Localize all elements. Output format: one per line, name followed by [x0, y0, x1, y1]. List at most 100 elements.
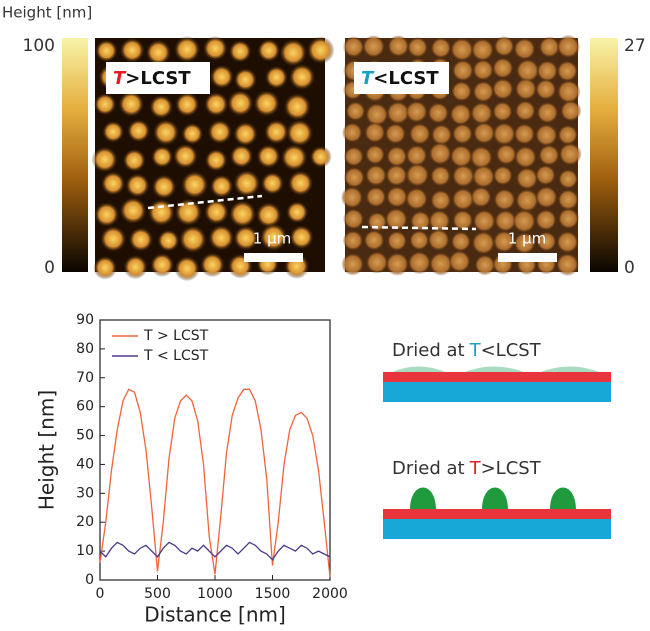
afm-dot [342, 36, 365, 58]
y-axis-label: Height [nm] [35, 390, 59, 510]
afm-dot [233, 121, 258, 147]
afm-dot [256, 144, 281, 169]
afm-dot [345, 101, 366, 122]
colorbar-title: Height [nm] [2, 4, 92, 22]
x-axis-label: Distance [nm] [144, 603, 286, 627]
colorbar-min: 0 [44, 258, 55, 278]
afm-dot [556, 60, 579, 82]
afm-dot [471, 230, 496, 255]
data-line [99, 541, 331, 561]
afm-dot [407, 250, 432, 275]
afm-dot [93, 92, 117, 116]
afm-dot [145, 39, 172, 66]
afm-dot [341, 252, 365, 276]
colorbar-max: 100 [23, 36, 55, 56]
afm-dot [340, 186, 364, 209]
y-tick-label: 0 [85, 572, 94, 588]
afm-dot [122, 148, 146, 173]
afm-dot [178, 225, 207, 254]
afm-dot [430, 165, 451, 187]
colorbar-max: 27 [624, 36, 646, 56]
y-tick-label: 70 [76, 370, 94, 386]
afm-dot [94, 201, 120, 228]
afm-dot [493, 188, 516, 211]
afm-dot [450, 37, 474, 62]
afm-dot [181, 122, 204, 145]
afm-dot [100, 225, 127, 253]
afm-dot [387, 35, 410, 58]
afm-dot [342, 208, 365, 230]
legend-label: T > LCST [143, 328, 209, 344]
afm-dot [365, 186, 387, 208]
afm-dot [119, 37, 145, 63]
profile-line [147, 194, 263, 210]
afm-dot [492, 122, 516, 146]
afm-dot [207, 119, 233, 145]
afm-dot [233, 225, 259, 251]
afm-dot [514, 77, 538, 101]
afm-dot [229, 144, 254, 169]
afm-dot [451, 123, 473, 145]
afm-dot [253, 90, 280, 117]
afm-dot [451, 187, 475, 211]
profile-line [361, 225, 477, 231]
afm-dot [556, 34, 581, 59]
afm-dot [342, 122, 363, 143]
afm-dot [126, 119, 151, 143]
y-tick-label: 30 [76, 485, 94, 501]
afm-dot [172, 143, 199, 169]
afm-dot [233, 67, 258, 92]
scale-label: 1 μm [508, 230, 546, 248]
prefix: Dried at [392, 458, 465, 479]
afm-dot [452, 209, 474, 231]
x-tick-label: 1000 [197, 586, 233, 602]
substrate [383, 519, 611, 539]
afm-dot [430, 189, 452, 211]
afm-dot [536, 60, 559, 82]
condition: >LCST [125, 68, 191, 89]
layer [383, 509, 611, 519]
afm-dot [180, 170, 209, 199]
x-tick-label: 0 [96, 586, 105, 602]
afm-dot [367, 211, 388, 232]
afm-dot [203, 199, 229, 225]
afm-dot [362, 35, 386, 58]
afm-dot [408, 122, 431, 145]
afm-dot [289, 225, 314, 250]
afm-dot [556, 230, 579, 254]
scale-bar [498, 253, 557, 262]
afm-dot [469, 145, 493, 169]
afm-dot [255, 202, 282, 228]
afm-dot [385, 164, 408, 187]
afm-dot [410, 210, 431, 232]
afm-dot [560, 100, 582, 122]
afm-dot [102, 120, 125, 143]
schematic-label: Dried at T>LCST [392, 458, 542, 479]
x-tick-label: 500 [144, 586, 171, 602]
polymer-film [390, 366, 602, 373]
afm-dot [430, 123, 453, 146]
afm-dot [385, 185, 408, 208]
condition: <LCST [373, 68, 439, 89]
afm-dot [386, 230, 408, 252]
afm-dot [557, 124, 579, 146]
afm-dot [285, 200, 309, 224]
afm-dot [386, 100, 410, 125]
afm-dot [259, 223, 288, 251]
afm-dot [449, 103, 472, 126]
y-tick-label: 20 [76, 514, 94, 530]
afm-dot [157, 229, 180, 252]
x-tick-label: 2000 [312, 586, 348, 602]
scale-label: 1 μm [253, 230, 291, 248]
afm-dot [384, 123, 407, 145]
afm-dot [556, 79, 581, 104]
afm-dot [151, 174, 177, 200]
afm-dot [470, 101, 493, 125]
afm-dot [451, 59, 474, 82]
afm-dot [309, 145, 332, 168]
afm-dot [386, 145, 408, 168]
afm-dot [515, 188, 539, 213]
afm-dot [557, 207, 580, 230]
afm-dot [95, 39, 118, 63]
afm-dot [285, 119, 314, 147]
